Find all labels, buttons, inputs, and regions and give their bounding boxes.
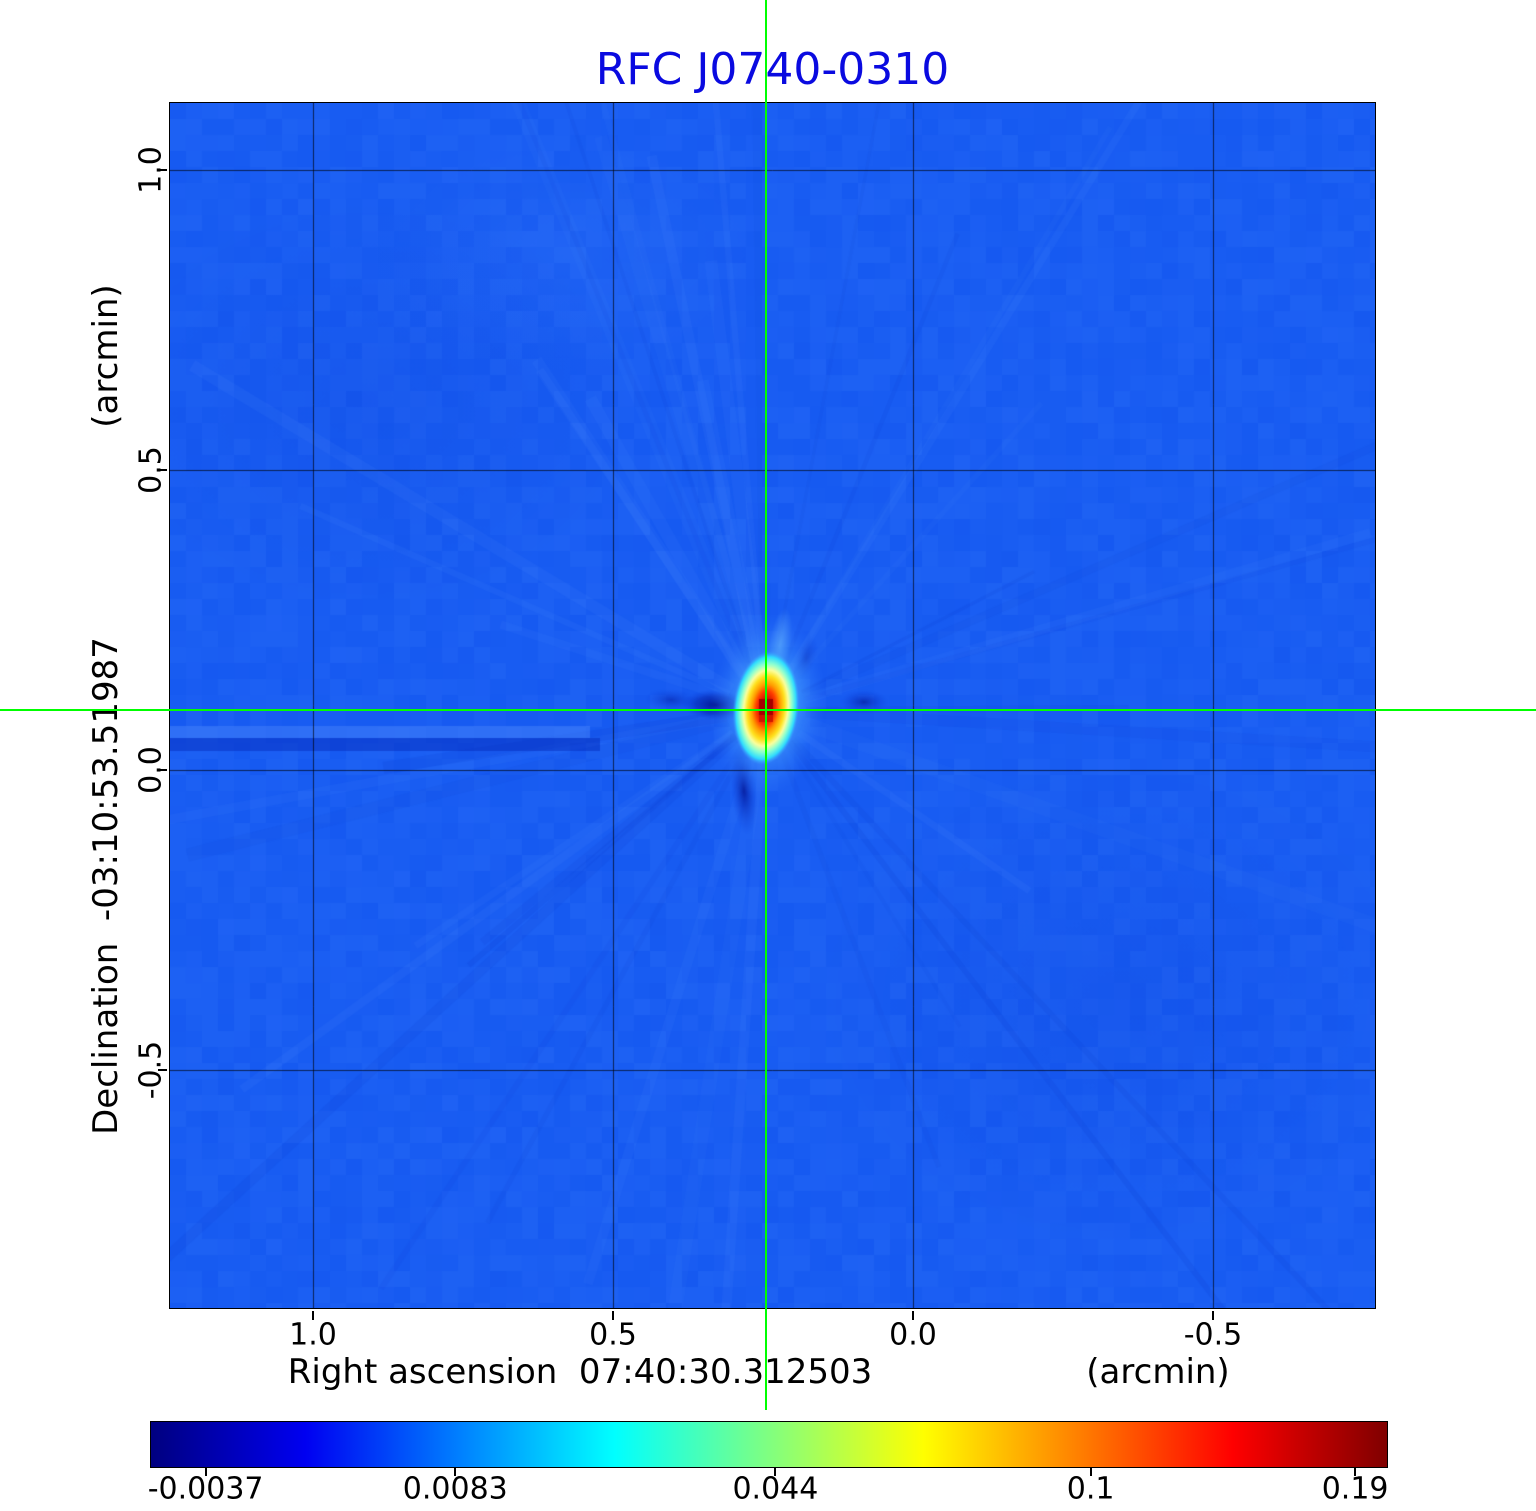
axis-tick xyxy=(158,768,167,771)
crosshair-vertical xyxy=(764,0,767,1410)
axis-tick xyxy=(1354,1468,1357,1476)
y-axis-label: Declination -03:10:53.51987 xyxy=(86,637,126,1135)
axis-tick xyxy=(911,1311,914,1320)
crosshair-horizontal xyxy=(0,708,1536,711)
axis-tick xyxy=(204,1468,207,1476)
colorbar-tick-label: 0.044 xyxy=(732,1471,819,1507)
axis-tick xyxy=(158,1068,167,1071)
axis-tick xyxy=(311,1311,314,1320)
x-axis-label: Right ascension 07:40:30.312503 xyxy=(287,1352,873,1392)
x-tick-label: -0.5 xyxy=(1183,1317,1243,1353)
x-axis-unit: (arcmin) xyxy=(1086,1352,1230,1392)
axis-tick xyxy=(158,169,167,172)
colorbar-tick-label: 0.19 xyxy=(1321,1471,1389,1507)
colorbar-tick-label: 0.0083 xyxy=(402,1471,508,1507)
x-tick-label: 0.5 xyxy=(589,1317,637,1353)
axis-tick xyxy=(611,1311,614,1320)
axis-tick xyxy=(1211,1311,1214,1320)
axis-tick xyxy=(158,469,167,471)
axis-tick xyxy=(454,1468,457,1476)
colorbar xyxy=(150,1421,1388,1468)
sky-map-canvas xyxy=(169,102,1376,1309)
axis-tick xyxy=(774,1468,777,1476)
x-tick-label: 0.0 xyxy=(889,1317,937,1353)
colorbar-tick-label: -0.0037 xyxy=(147,1471,264,1507)
colorbar-tick-label: 0.1 xyxy=(1066,1471,1115,1507)
y-axis-unit: (arcmin) xyxy=(86,284,126,428)
plot-title: RFC J0740-0310 xyxy=(595,44,950,95)
axis-tick xyxy=(1089,1468,1092,1476)
x-tick-label: 1.0 xyxy=(289,1317,337,1353)
